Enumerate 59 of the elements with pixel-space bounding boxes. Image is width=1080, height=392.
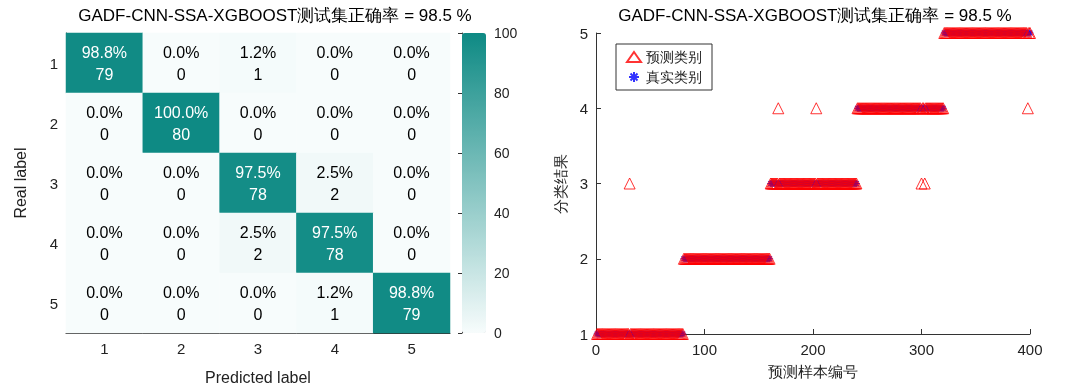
x-tick-label: 100 <box>691 341 718 358</box>
data-label: 0.0% 0 <box>86 103 123 143</box>
data-label: 0.0% 0 <box>239 103 277 143</box>
x-tick-label: 5 <box>407 340 416 357</box>
data-label: 0.0% 0 <box>86 223 123 263</box>
data-label: 2.5% 2 <box>239 223 277 263</box>
x-tick-label: 2 <box>177 340 186 357</box>
data-label: 0.0% 0 <box>393 103 430 143</box>
data-label: 0.0% 0 <box>86 283 123 323</box>
data-label: 1.2% 1 <box>316 283 354 323</box>
data-label: 0.0% 0 <box>316 103 354 143</box>
data-label: 98.8% 79 <box>388 283 435 323</box>
x-tick-label: 1 <box>100 340 109 357</box>
y-tick-label: 3 <box>49 174 58 192</box>
data-label: 0.0% 0 <box>239 283 277 323</box>
data-label: 97.5% 78 <box>235 163 281 203</box>
chart-title: GADF-CNN-SSA-XGBOOST测试集正确率 = 98.5 % <box>78 6 472 25</box>
color-bar-label: 100 <box>494 25 518 41</box>
data-label: 0.0% 0 <box>162 43 200 83</box>
data-label: 0.0% 0 <box>86 163 123 203</box>
color-bar-label: 80 <box>494 85 510 101</box>
data-label: 0.0% 0 <box>393 223 430 263</box>
x-tick-label: 200 <box>800 341 826 358</box>
data-label: 0.0% 0 <box>316 43 354 83</box>
data-label: 0.0% 0 <box>162 163 200 203</box>
x-tick-label: 300 <box>908 341 935 358</box>
x-tick-label: 0 <box>591 341 601 358</box>
x-tick-label: 3 <box>253 340 263 357</box>
y-axis-title: Real label <box>11 147 29 219</box>
chart-title: GADF-CNN-SSA-XGBOOST测试集正确率 = 98.5 % <box>618 6 1012 25</box>
y-tick-label: 2 <box>49 114 58 132</box>
y-tick-label: 1 <box>579 325 588 343</box>
data-label: 0.0% 0 <box>162 223 200 263</box>
y-tick-label: 2 <box>579 250 588 268</box>
color-bar-label: 20 <box>494 265 510 281</box>
legend-label: 预测类别 <box>646 49 702 65</box>
data-label: 97.5% 78 <box>312 223 358 263</box>
data-label: 98.8% 79 <box>81 43 128 83</box>
y-tick-label: 5 <box>49 294 58 312</box>
color-bar-label: 0 <box>494 325 502 341</box>
legend-label: 真实类别 <box>646 69 702 85</box>
y-axis-title: 分类结果 <box>551 153 570 214</box>
y-tick-label: 4 <box>49 234 58 252</box>
y-tick-label: 5 <box>579 24 588 42</box>
data-label: 0.0% 0 <box>393 43 430 83</box>
y-tick-label: 3 <box>579 175 588 192</box>
data-label: 2.5% 2 <box>316 163 354 203</box>
color-bar-label: 60 <box>494 145 510 161</box>
data-label: 100.0% 80 <box>154 103 209 143</box>
data-label: 0.0% 0 <box>162 283 200 323</box>
x-axis-title: 预测样本编号 <box>768 362 858 381</box>
y-tick-label: 4 <box>579 99 588 117</box>
x-axis-title: Predicted label <box>205 368 311 386</box>
x-tick-label: 400 <box>1017 341 1043 358</box>
data-label: 1.2% 1 <box>239 43 277 83</box>
y-tick-label: 1 <box>49 54 58 72</box>
color-bar-label: 40 <box>494 205 510 221</box>
data-label: 0.0% 0 <box>393 163 430 203</box>
x-tick-label: 4 <box>330 340 339 357</box>
